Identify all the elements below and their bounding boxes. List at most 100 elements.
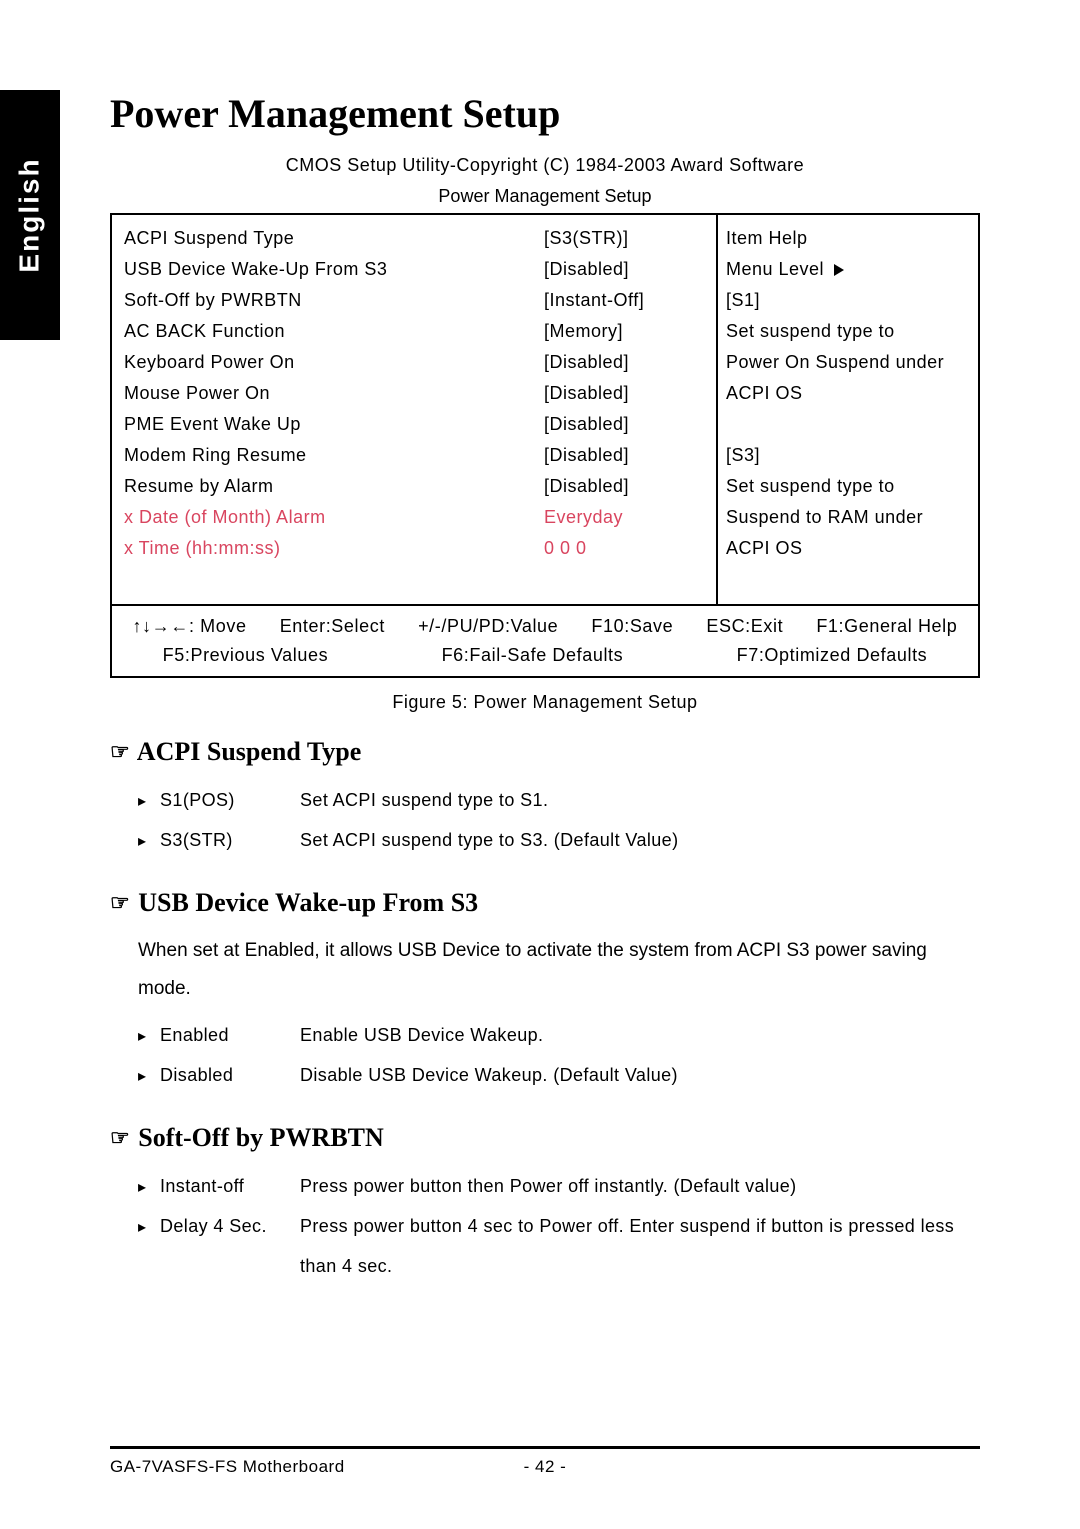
key-hint: +/-/PU/PD:Value xyxy=(418,616,558,637)
bios-setting-row[interactable]: Mouse Power On[Disabled] xyxy=(124,378,704,409)
bios-setting-label: Soft-Off by PWRBTN xyxy=(124,290,544,311)
footer-rule xyxy=(110,1446,980,1449)
bios-setting-row[interactable]: PME Event Wake Up[Disabled] xyxy=(124,409,704,440)
section-heading: ☞ ACPI Suspend Type xyxy=(110,737,980,767)
option-name: Disabled xyxy=(160,1057,300,1095)
language-tab: English xyxy=(0,90,60,340)
bios-setting-value: [Instant-Off] xyxy=(544,290,704,311)
triangle-right-icon xyxy=(834,264,844,276)
option-marker-icon: ▸ xyxy=(138,1211,160,1245)
help-title: Item Help xyxy=(724,223,972,254)
option-row: ▸S3(STR)Set ACPI suspend type to S3. (De… xyxy=(138,821,980,861)
doc-section: ☞ Soft-Off by PWRBTN ▸Instant-offPress po… xyxy=(110,1123,980,1286)
bios-setting-label: ACPI Suspend Type xyxy=(124,228,544,249)
bios-setting-value: [Disabled] xyxy=(544,352,704,373)
bios-setting-row[interactable]: x Time (hh:mm:ss)0 0 0 xyxy=(124,533,704,564)
bios-setting-row[interactable]: Soft-Off by PWRBTN[Instant-Off] xyxy=(124,285,704,316)
pointing-hand-icon: ☞ xyxy=(110,890,130,916)
option-description: Press power button then Power off instan… xyxy=(300,1167,980,1207)
bios-subtitle: Power Management Setup xyxy=(110,186,980,207)
doc-section: ☞ ACPI Suspend Type ▸S1(POS)Set ACPI susp… xyxy=(110,737,980,860)
bios-setting-row[interactable]: Modem Ring Resume[Disabled] xyxy=(124,440,704,471)
bios-setting-value: [Disabled] xyxy=(544,414,704,435)
bios-setting-label: USB Device Wake-Up From S3 xyxy=(124,259,544,280)
bios-setting-label: Resume by Alarm xyxy=(124,476,544,497)
option-description: Set ACPI suspend type to S3. (Default Va… xyxy=(300,821,980,861)
key-hint: ESC:Exit xyxy=(706,616,783,637)
option-name: S3(STR) xyxy=(160,822,300,860)
help-text-line: [S3] xyxy=(724,440,972,471)
bios-key-hints-line1: ↑↓→←: MoveEnter:Select+/-/PU/PD:ValueF10… xyxy=(126,616,964,637)
bios-settings-panel: ACPI Suspend Type[S3(STR)]USB Device Wak… xyxy=(112,215,718,604)
option-row: ▸DisabledDisable USB Device Wakeup. (Def… xyxy=(138,1056,980,1096)
section-body: When set at Enabled, it allows USB Devic… xyxy=(138,932,980,1008)
key-hint: F1:General Help xyxy=(816,616,957,637)
help-text-line: ACPI OS xyxy=(724,378,972,409)
bios-key-hints-line2: F5:Previous ValuesF6:Fail-Safe DefaultsF… xyxy=(126,645,964,666)
bios-help-panel: Item HelpMenu Level [S1]Set suspend type… xyxy=(718,215,978,604)
key-hint: F7:Optimized Defaults xyxy=(737,645,928,666)
bios-setting-row[interactable]: USB Device Wake-Up From S3[Disabled] xyxy=(124,254,704,285)
bios-setting-label: Keyboard Power On xyxy=(124,352,544,373)
key-hint: F6:Fail-Safe Defaults xyxy=(442,645,624,666)
section-heading: ☞ USB Device Wake-up From S3 xyxy=(110,888,980,918)
doc-section: ☞ USB Device Wake-up From S3 When set at … xyxy=(110,888,980,1095)
bios-key-hints: ↑↓→←: MoveEnter:Select+/-/PU/PD:ValueF10… xyxy=(112,604,978,676)
option-description: Enable USB Device Wakeup. xyxy=(300,1016,980,1056)
bios-setting-row[interactable]: x Date (of Month) AlarmEveryday xyxy=(124,502,704,533)
bios-setting-label: Mouse Power On xyxy=(124,383,544,404)
option-description: Press power button 4 sec to Power off. E… xyxy=(300,1207,980,1286)
help-text-line: Set suspend type to xyxy=(724,471,972,502)
option-row: ▸EnabledEnable USB Device Wakeup. xyxy=(138,1016,980,1056)
bios-setting-value: [Disabled] xyxy=(544,383,704,404)
key-hint: ↑↓→←: Move xyxy=(133,616,247,637)
bios-setting-value: [Disabled] xyxy=(544,259,704,280)
bios-setting-row[interactable]: Keyboard Power On[Disabled] xyxy=(124,347,704,378)
option-marker-icon: ▸ xyxy=(138,1060,160,1094)
help-text-line: Set suspend type to xyxy=(724,316,972,347)
page-content: Power Management Setup CMOS Setup Utilit… xyxy=(110,90,980,1286)
footer-left: GA-7VASFS-FS Motherboard xyxy=(110,1457,485,1477)
option-marker-icon: ▸ xyxy=(138,1171,160,1205)
footer-right xyxy=(605,1457,980,1477)
option-row: ▸Delay 4 Sec.Press power button 4 sec to… xyxy=(138,1207,980,1286)
option-row: ▸Instant-offPress power button then Powe… xyxy=(138,1167,980,1207)
bios-setting-label: PME Event Wake Up xyxy=(124,414,544,435)
section-heading-text: USB Device Wake-up From S3 xyxy=(132,888,478,917)
option-name: Enabled xyxy=(160,1017,300,1055)
figure-caption: Figure 5: Power Management Setup xyxy=(110,692,980,713)
option-name: Instant-off xyxy=(160,1168,300,1206)
option-description: Set ACPI suspend type to S1. xyxy=(300,781,980,821)
bios-setting-row[interactable]: AC BACK Function[Memory] xyxy=(124,316,704,347)
section-heading-text: Soft-Off by PWRBTN xyxy=(132,1123,384,1152)
bios-setting-row[interactable]: Resume by Alarm[Disabled] xyxy=(124,471,704,502)
option-name: Delay 4 Sec. xyxy=(160,1208,300,1246)
option-list: ▸Instant-offPress power button then Powe… xyxy=(138,1167,980,1286)
sections-container: ☞ ACPI Suspend Type▸S1(POS)Set ACPI susp… xyxy=(110,737,980,1286)
option-marker-icon: ▸ xyxy=(138,785,160,819)
bios-setting-label: x Date (of Month) Alarm xyxy=(124,507,544,528)
help-text-line: ACPI OS xyxy=(724,533,972,564)
page-footer: GA-7VASFS-FS Motherboard - 42 - xyxy=(110,1446,980,1477)
help-text-line: Suspend to RAM under xyxy=(724,502,972,533)
footer-line: GA-7VASFS-FS Motherboard - 42 - xyxy=(110,1457,980,1477)
bios-setting-value: [S3(STR)] xyxy=(544,228,704,249)
key-hint: Enter:Select xyxy=(280,616,385,637)
section-heading: ☞ Soft-Off by PWRBTN xyxy=(110,1123,980,1153)
bios-setting-label: Modem Ring Resume xyxy=(124,445,544,466)
bios-setting-value: [Disabled] xyxy=(544,476,704,497)
bios-setting-row[interactable]: ACPI Suspend Type[S3(STR)] xyxy=(124,223,704,254)
pointing-hand-icon: ☞ xyxy=(110,739,130,765)
footer-page-number: - 42 - xyxy=(485,1457,605,1477)
bios-setting-value: Everyday xyxy=(544,507,704,528)
option-list: ▸S1(POS)Set ACPI suspend type to S1.▸S3(… xyxy=(138,781,980,860)
option-description: Disable USB Device Wakeup. (Default Valu… xyxy=(300,1056,980,1096)
option-row: ▸S1(POS)Set ACPI suspend type to S1. xyxy=(138,781,980,821)
cmos-header: CMOS Setup Utility-Copyright (C) 1984-20… xyxy=(110,155,980,176)
page-title: Power Management Setup xyxy=(110,90,980,137)
help-text-line: [S1] xyxy=(724,285,972,316)
bios-setting-label: AC BACK Function xyxy=(124,321,544,342)
option-name: S1(POS) xyxy=(160,782,300,820)
bios-setting-label: x Time (hh:mm:ss) xyxy=(124,538,544,559)
bios-setting-value: 0 0 0 xyxy=(544,538,704,559)
